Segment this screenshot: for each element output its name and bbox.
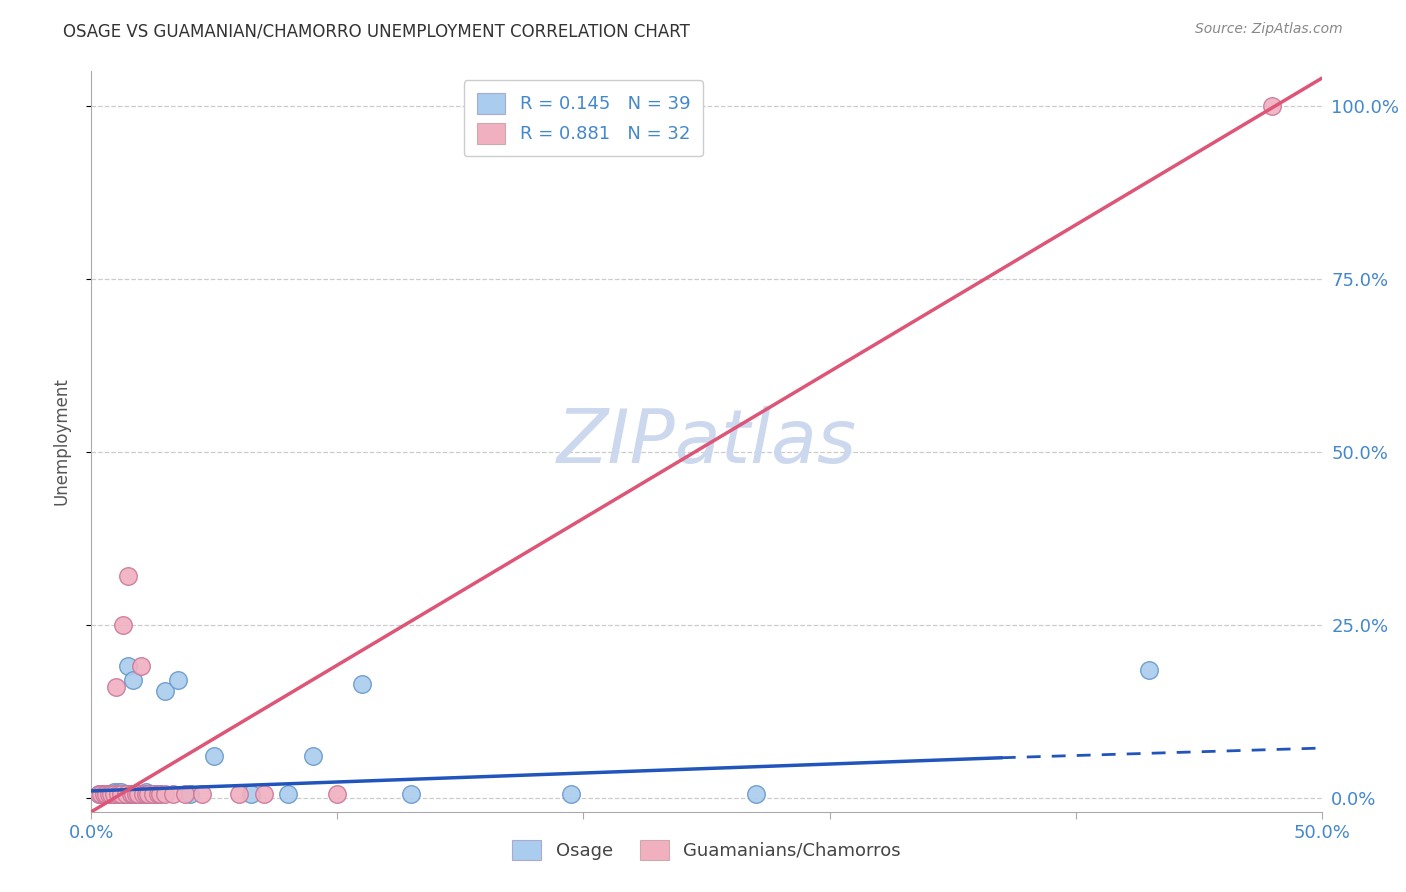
Point — [117, 788, 139, 802]
Point — [179, 788, 201, 802]
Point — [352, 676, 374, 690]
Point — [153, 683, 177, 698]
Point — [120, 788, 142, 802]
Point — [277, 788, 299, 802]
Point — [253, 788, 276, 802]
Point — [122, 673, 145, 688]
Point — [97, 788, 120, 802]
Point — [114, 788, 138, 802]
Point — [107, 785, 129, 799]
Point — [107, 788, 129, 802]
Point — [745, 788, 768, 802]
Point — [112, 618, 135, 632]
Point — [97, 788, 120, 802]
Point — [560, 788, 582, 802]
Point — [100, 788, 122, 802]
Point — [1261, 99, 1284, 113]
Point — [105, 680, 127, 694]
Point — [174, 788, 197, 802]
Point — [90, 788, 112, 802]
Point — [103, 785, 125, 799]
Point — [127, 788, 149, 802]
Point — [135, 785, 156, 799]
Point — [132, 788, 155, 802]
Point — [399, 788, 422, 802]
Point — [87, 788, 110, 802]
Point — [149, 788, 172, 802]
Legend: Osage, Guamanians/Chamorros: Osage, Guamanians/Chamorros — [499, 827, 914, 873]
Point — [112, 788, 135, 802]
Point — [120, 788, 142, 802]
Point — [326, 788, 349, 802]
Point — [110, 785, 132, 799]
Point — [146, 788, 169, 802]
Point — [142, 788, 165, 802]
Point — [166, 673, 188, 688]
Point — [132, 788, 155, 802]
Point — [117, 659, 139, 673]
Point — [124, 788, 146, 802]
Point — [93, 788, 115, 802]
Point — [162, 788, 184, 802]
Point — [142, 788, 165, 802]
Point — [136, 788, 159, 802]
Point — [103, 788, 125, 802]
Point — [117, 569, 139, 583]
Point — [103, 788, 125, 802]
Point — [110, 788, 132, 802]
Point — [191, 788, 214, 802]
Point — [100, 788, 122, 802]
Point — [114, 788, 138, 802]
Text: OSAGE VS GUAMANIAN/CHAMORRO UNEMPLOYMENT CORRELATION CHART: OSAGE VS GUAMANIAN/CHAMORRO UNEMPLOYMENT… — [63, 22, 690, 40]
Point — [202, 749, 225, 764]
Point — [301, 749, 323, 764]
Point — [129, 788, 152, 802]
Point — [146, 788, 169, 802]
Point — [96, 788, 117, 802]
Text: ZIPatlas: ZIPatlas — [557, 406, 856, 477]
Point — [105, 788, 127, 802]
Text: Source: ZipAtlas.com: Source: ZipAtlas.com — [1195, 22, 1343, 37]
Point — [135, 788, 156, 802]
Point — [153, 788, 177, 802]
Point — [124, 788, 146, 802]
Point — [96, 788, 117, 802]
Point — [136, 788, 159, 802]
Point — [228, 788, 250, 802]
Y-axis label: Unemployment: Unemployment — [52, 377, 70, 506]
Point — [87, 788, 110, 802]
Point — [135, 788, 156, 802]
Point — [107, 788, 129, 802]
Point — [129, 659, 152, 673]
Point — [110, 788, 132, 802]
Point — [240, 788, 263, 802]
Point — [122, 788, 145, 802]
Point — [127, 788, 149, 802]
Point — [1139, 663, 1161, 677]
Point — [93, 788, 115, 802]
